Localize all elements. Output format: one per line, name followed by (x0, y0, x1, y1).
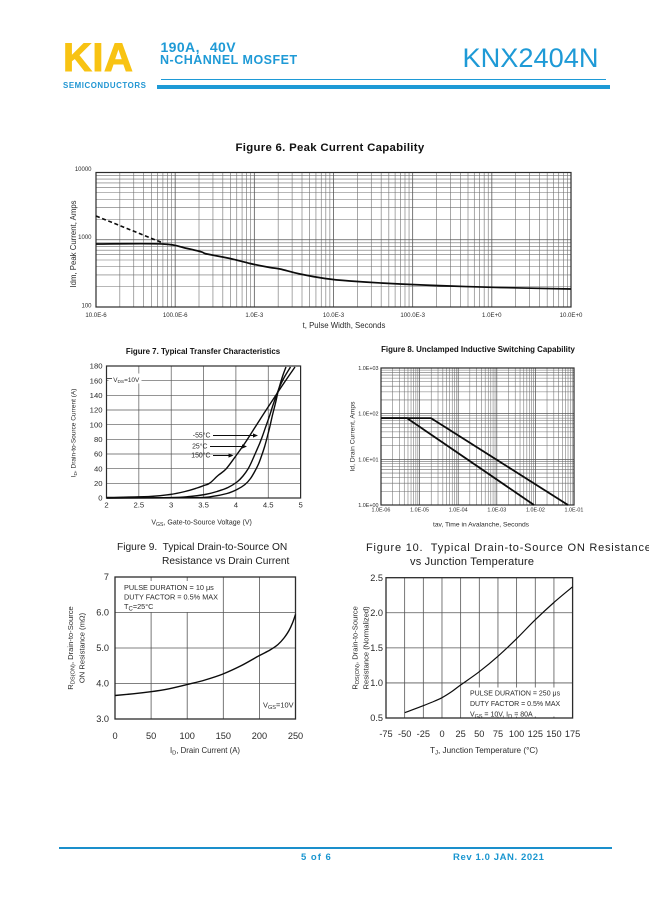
svg-text:PULSE DURATION = 10 μs: PULSE DURATION = 10 μs (124, 583, 214, 592)
svg-text:175: 175 (565, 729, 580, 739)
svg-text:10.0E-6: 10.0E-6 (85, 312, 107, 319)
svg-text:160: 160 (90, 376, 103, 385)
svg-text:120: 120 (90, 406, 103, 415)
svg-text:2: 2 (104, 501, 108, 510)
svg-text:VGS=10V: VGS=10V (263, 701, 294, 712)
svg-text:50: 50 (474, 729, 484, 739)
svg-text:1.0E+03: 1.0E+03 (358, 366, 378, 372)
svg-text:125: 125 (528, 729, 543, 739)
svg-text:RDS(ON), Drain-to-Source: RDS(ON), Drain-to-Source (66, 606, 77, 690)
svg-text:5: 5 (298, 501, 302, 510)
svg-text:60: 60 (94, 450, 103, 459)
svg-text:-25: -25 (417, 729, 430, 739)
svg-text:150: 150 (216, 731, 231, 741)
svg-text:200: 200 (252, 731, 267, 741)
svg-text:1.0E-06: 1.0E-06 (372, 508, 391, 514)
svg-text:ON Resistance (mΩ): ON Resistance (mΩ) (78, 612, 87, 683)
svg-text:2.0: 2.0 (370, 608, 383, 618)
svg-text:1.0E-3: 1.0E-3 (245, 312, 264, 319)
svg-text:1000: 1000 (78, 235, 92, 241)
svg-text:100: 100 (509, 729, 524, 739)
svg-text:50: 50 (146, 731, 156, 741)
svg-text:7: 7 (104, 572, 109, 582)
svg-text:100: 100 (180, 731, 195, 741)
svg-text:0: 0 (112, 731, 117, 741)
svg-text:100: 100 (81, 304, 92, 310)
svg-text:0.5: 0.5 (370, 713, 383, 723)
svg-text:10.0E+0: 10.0E+0 (560, 312, 583, 319)
svg-text:tav, Time in Avalanche, Second: tav, Time in Avalanche, Seconds (433, 522, 530, 529)
svg-text:VGS = 10V, ID = 80A: VGS = 10V, ID = 80A (470, 711, 533, 720)
svg-text:1.0E+00: 1.0E+00 (358, 503, 378, 509)
svg-text:VGS, Gate-to-Source Voltage (V: VGS, Gate-to-Source Voltage (V) (151, 520, 252, 529)
svg-text:25: 25 (455, 729, 465, 739)
svg-text:Idm, Peak Current, Amps: Idm, Peak Current, Amps (69, 200, 78, 287)
svg-text:150°C: 150°C (191, 452, 210, 460)
svg-text:5.0: 5.0 (96, 643, 109, 653)
svg-text:80: 80 (94, 435, 103, 444)
svg-text:10.0E-3: 10.0E-3 (323, 312, 345, 319)
svg-text:DUTY FACTOR = 0.5% MAX: DUTY FACTOR = 0.5% MAX (470, 701, 561, 708)
svg-text:t, Pulse Width, Seconds: t, Pulse Width, Seconds (303, 321, 386, 330)
svg-text:Id, Drain Current, Amps: Id, Drain Current, Amps (350, 401, 357, 472)
svg-text:1.5: 1.5 (370, 643, 383, 653)
svg-text:4.0: 4.0 (96, 679, 109, 689)
svg-text:1.0E+02: 1.0E+02 (358, 412, 378, 418)
svg-text:Resistance (Normalized): Resistance (Normalized) (362, 606, 371, 690)
svg-text:-75: -75 (379, 729, 392, 739)
svg-text:20: 20 (94, 479, 103, 488)
svg-text:PULSE DURATION = 250 μs: PULSE DURATION = 250 μs (470, 691, 561, 698)
svg-text:TC=25°C: TC=25°C (124, 602, 153, 613)
svg-text:1.0E+0: 1.0E+0 (482, 312, 502, 319)
svg-text:1.0E-04: 1.0E-04 (449, 508, 468, 514)
svg-text:150: 150 (546, 729, 561, 739)
svg-text:1.0E+01: 1.0E+01 (358, 457, 378, 463)
svg-text:10000: 10000 (75, 167, 92, 173)
svg-text:100.0E-6: 100.0E-6 (163, 312, 188, 319)
svg-text:40: 40 (94, 464, 103, 473)
svg-text:4: 4 (234, 501, 239, 510)
svg-text:DUTY FACTOR = 0.5% MAX: DUTY FACTOR = 0.5% MAX (124, 593, 218, 602)
svg-text:1.0E-05: 1.0E-05 (410, 508, 429, 514)
svg-text:250: 250 (288, 731, 303, 741)
svg-text:1.0E-01: 1.0E-01 (565, 508, 584, 514)
svg-text:100: 100 (90, 420, 103, 429)
svg-text:0: 0 (98, 494, 102, 503)
svg-text:75: 75 (493, 729, 503, 739)
svg-text:RDS(ON), Drain-to-Source: RDS(ON), Drain-to-Source (352, 606, 361, 690)
svg-text:-55°C: -55°C (193, 432, 211, 440)
svg-text:6.0: 6.0 (96, 608, 109, 618)
svg-text:0: 0 (439, 729, 444, 739)
svg-text:3.0: 3.0 (96, 714, 109, 724)
svg-text:ID, Drain Current (A): ID, Drain Current (A) (170, 746, 240, 757)
svg-text:1.0: 1.0 (370, 678, 383, 688)
svg-text:25°C: 25°C (192, 443, 207, 451)
svg-text:180: 180 (90, 362, 103, 371)
svg-text:VDS=10V: VDS=10V (113, 377, 140, 385)
svg-text:4.5: 4.5 (263, 501, 274, 510)
svg-text:140: 140 (90, 391, 103, 400)
svg-text:ID, Drain-to-Source Current (A: ID, Drain-to-Source Current (A) (71, 389, 79, 478)
svg-text:3: 3 (169, 501, 173, 510)
svg-text:-50: -50 (398, 729, 411, 739)
svg-text:2.5: 2.5 (370, 573, 383, 583)
svg-text:1.0E-03: 1.0E-03 (487, 508, 506, 514)
svg-text:100.0E-3: 100.0E-3 (400, 312, 425, 319)
svg-text:3.5: 3.5 (198, 501, 209, 510)
svg-text:TJ, Junction Temperature (°C): TJ, Junction Temperature (°C) (430, 746, 538, 757)
svg-text:2.5: 2.5 (133, 501, 144, 510)
svg-text:1.0E-02: 1.0E-02 (526, 508, 545, 514)
